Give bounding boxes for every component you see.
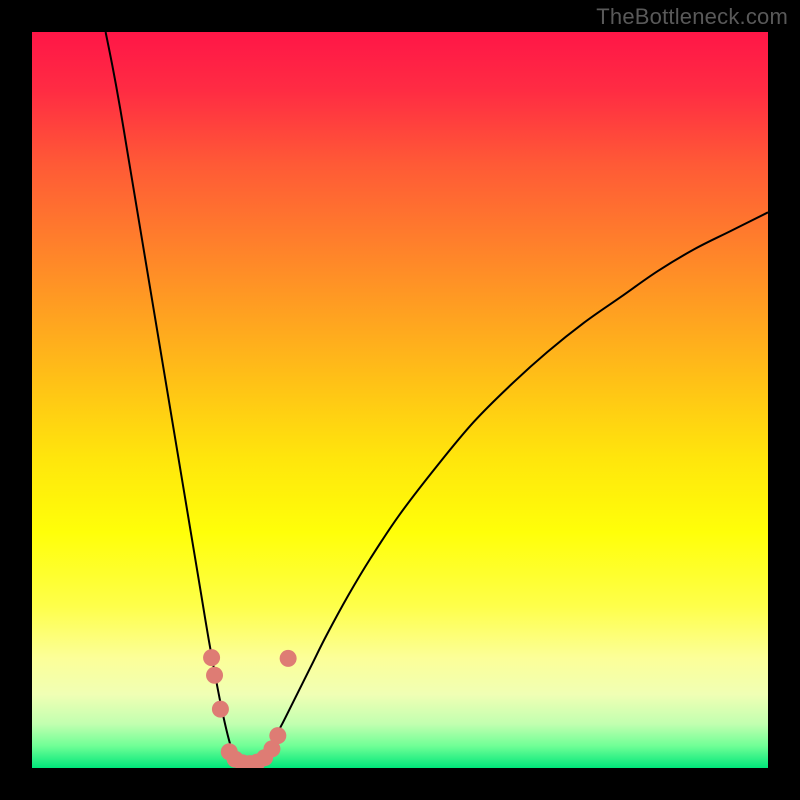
data-dot bbox=[269, 727, 286, 744]
data-dot bbox=[206, 667, 223, 684]
data-dot bbox=[280, 650, 297, 667]
data-dot bbox=[203, 649, 220, 666]
data-dots bbox=[32, 32, 768, 768]
data-dot bbox=[212, 701, 229, 718]
watermark-text: TheBottleneck.com bbox=[596, 4, 788, 30]
chart-frame: TheBottleneck.com bbox=[0, 0, 800, 800]
plot-area bbox=[32, 32, 768, 768]
